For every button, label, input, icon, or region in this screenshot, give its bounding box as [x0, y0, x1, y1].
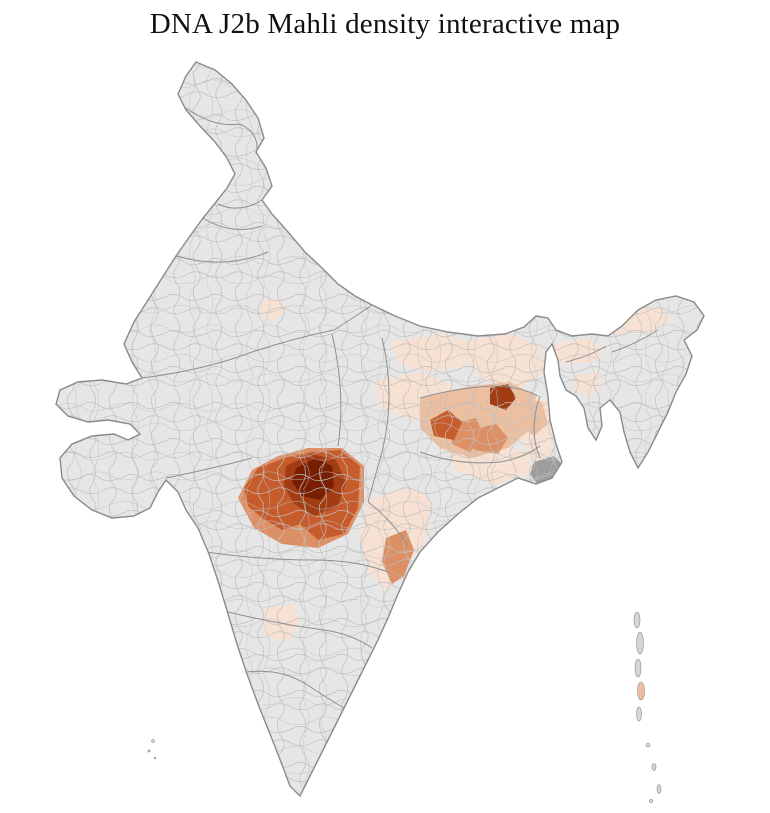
state-line-assam-a	[565, 345, 607, 363]
district-mesh-layer-b	[56, 62, 704, 796]
state-line-up-north	[333, 304, 373, 331]
island-andaman-1[interactable]	[633, 611, 641, 629]
island-andaman-4-low-density[interactable]	[637, 681, 645, 701]
state-boundaries	[141, 107, 659, 709]
district-himachal-foothills[interactable]	[186, 164, 208, 188]
islands[interactable]	[147, 611, 662, 803]
island-andaman-5[interactable]	[636, 706, 642, 722]
state-line-bihar-jharkhand	[419, 385, 539, 399]
state-line-bengal	[533, 395, 541, 459]
state-line-himachal-punjab	[217, 199, 263, 209]
state-line-karnataka-ap	[227, 611, 373, 649]
island-lakshadweep-1[interactable]	[151, 739, 155, 743]
island-andaman-3[interactable]	[634, 658, 642, 678]
state-line-chhattisgarh-east	[367, 337, 390, 503]
island-lakshadweep-2[interactable]	[147, 749, 151, 753]
district-boundaries	[56, 62, 704, 796]
island-nicobar-4[interactable]	[649, 799, 653, 803]
state-line-rajasthan-mp	[141, 329, 335, 379]
state-line-odisha-ap	[367, 501, 409, 547]
island-lakshadweep-3[interactable]	[153, 756, 157, 760]
state-line-gujarat-maharashtra	[165, 457, 253, 479]
state-line-chhattisgarh-west	[331, 333, 342, 447]
island-nicobar-2[interactable]	[651, 763, 657, 771]
state-line-tamilnadu-kerala	[246, 670, 345, 709]
island-nicobar-1[interactable]	[645, 742, 651, 748]
island-nicobar-3[interactable]	[656, 784, 662, 794]
page-title: DNA J2b Mahli density interactive map	[149, 8, 621, 40]
state-line-maharashtra-karnataka	[205, 551, 389, 573]
state-line-punjab-haryana	[202, 217, 263, 231]
state-line-kashmir	[185, 107, 258, 151]
state-line-jharkhand-odisha	[419, 445, 541, 464]
state-line-assam-b	[611, 329, 659, 353]
state-line-haryana-rajasthan	[175, 251, 269, 263]
island-andaman-2[interactable]	[636, 631, 644, 655]
